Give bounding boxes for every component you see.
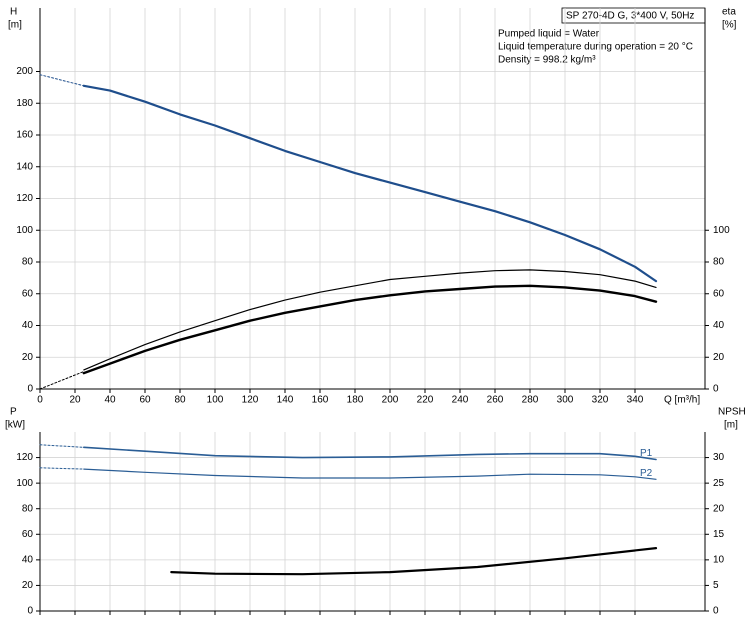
y-tick-label: 180 xyxy=(16,98,33,109)
curve xyxy=(82,284,658,375)
x-tick-label: 240 xyxy=(452,395,469,406)
y-tick-label: 0 xyxy=(27,384,33,395)
y-tick-label: 120 xyxy=(16,452,33,463)
y2-tick-label: 0 xyxy=(713,384,719,395)
y-tick-label: 140 xyxy=(16,161,33,172)
y2-tick-label: 0 xyxy=(713,606,719,617)
y-tick-label: 100 xyxy=(16,478,33,489)
curve xyxy=(39,444,85,448)
y2-axis-label: NPSH xyxy=(718,407,746,418)
y-tick-label: 60 xyxy=(22,529,34,540)
x-tick-label: 200 xyxy=(382,395,399,406)
x-tick-label: 40 xyxy=(104,395,116,406)
x-tick-label: 160 xyxy=(312,395,329,406)
y2-axis-label: eta xyxy=(722,7,736,18)
x-tick-label: 100 xyxy=(207,395,224,406)
y2-tick-label: 20 xyxy=(713,503,725,514)
annotation: Pumped liquid = Water xyxy=(498,29,600,40)
y-tick-label: 120 xyxy=(16,193,33,204)
annotation: Density = 998.2 kg/m³ xyxy=(498,55,596,66)
x-tick-label: 80 xyxy=(174,395,186,406)
y-axis-label: H xyxy=(10,7,17,18)
y-tick-label: 40 xyxy=(22,554,34,565)
y-axis-label: P xyxy=(10,407,17,418)
y2-tick-label: 80 xyxy=(713,257,725,268)
y2-axis-label: [m] xyxy=(724,420,738,431)
curve xyxy=(170,546,658,576)
x-tick-label: 220 xyxy=(417,395,434,406)
curve-label: P1 xyxy=(640,448,653,459)
x-tick-label: 120 xyxy=(242,395,259,406)
x-tick-label: 180 xyxy=(347,395,364,406)
x-tick-label: 280 xyxy=(522,395,539,406)
x-axis-label: Q [m³/h] xyxy=(664,395,700,406)
y2-tick-label: 10 xyxy=(713,554,725,565)
y-tick-label: 0 xyxy=(27,606,33,617)
y-tick-label: 200 xyxy=(16,66,33,77)
curve xyxy=(83,269,657,371)
y-tick-label: 100 xyxy=(16,225,33,236)
y-axis-label: [m] xyxy=(8,20,22,31)
curve xyxy=(83,446,657,461)
curve xyxy=(39,467,85,470)
y-tick-label: 80 xyxy=(22,503,34,514)
curve xyxy=(39,371,85,390)
curve xyxy=(83,468,657,480)
y2-tick-label: 100 xyxy=(713,225,730,236)
curve-label: P2 xyxy=(640,468,653,479)
y-tick-label: 20 xyxy=(22,352,34,363)
y2-tick-label: 30 xyxy=(713,452,725,463)
x-tick-label: 300 xyxy=(557,395,574,406)
y2-tick-label: 60 xyxy=(713,288,725,299)
x-tick-label: 0 xyxy=(37,395,43,406)
y2-tick-label: 25 xyxy=(713,478,725,489)
y2-tick-label: 20 xyxy=(713,352,725,363)
curve xyxy=(82,84,658,283)
x-tick-label: 60 xyxy=(139,395,151,406)
y-tick-label: 80 xyxy=(22,257,34,268)
y-tick-label: 60 xyxy=(22,288,34,299)
x-tick-label: 140 xyxy=(277,395,294,406)
y2-tick-label: 15 xyxy=(713,529,725,540)
chart-title: SP 270-4D G, 3*400 V, 50Hz xyxy=(566,11,694,22)
x-tick-label: 260 xyxy=(487,395,504,406)
x-tick-label: 320 xyxy=(592,395,609,406)
curve xyxy=(39,74,85,87)
y2-axis-label: [%] xyxy=(722,20,737,31)
x-tick-label: 340 xyxy=(627,395,644,406)
x-tick-label: 20 xyxy=(69,395,81,406)
y-tick-label: 40 xyxy=(22,320,34,331)
y-axis-label: [kW] xyxy=(5,420,25,431)
y2-tick-label: 40 xyxy=(713,320,725,331)
y2-tick-label: 5 xyxy=(713,580,719,591)
y-tick-label: 20 xyxy=(22,580,34,591)
annotation: Liquid temperature during operation = 20… xyxy=(498,42,693,53)
y-tick-label: 160 xyxy=(16,130,33,141)
